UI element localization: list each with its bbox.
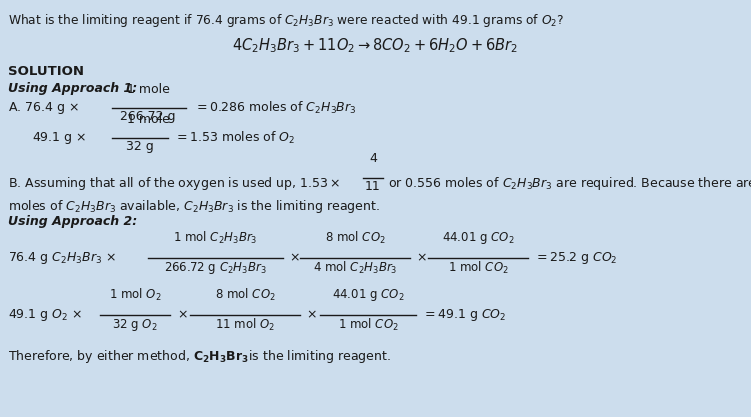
Text: $= 25.2$ g $CO_2$: $= 25.2$ g $CO_2$ [534, 250, 617, 266]
Text: What is the limiting reagent if 76.4 grams of $C_2H_3Br_3$ were reacted with 49.: What is the limiting reagent if 76.4 gra… [8, 12, 564, 29]
Text: 32 g $O_2$: 32 g $O_2$ [112, 317, 158, 333]
Text: 1 mole: 1 mole [127, 113, 170, 126]
Text: 8 mol $CO_2$: 8 mol $CO_2$ [324, 230, 385, 246]
Text: A. 76.4 g $\times$: A. 76.4 g $\times$ [8, 100, 79, 116]
Text: B. Assuming that all of the oxygen is used up, $1.53 \times$: B. Assuming that all of the oxygen is us… [8, 175, 341, 192]
Text: 8 mol $CO_2$: 8 mol $CO_2$ [215, 287, 276, 303]
Text: 1 mole: 1 mole [127, 83, 170, 96]
Text: 4 mol $C_2H_3Br_3$: 4 mol $C_2H_3Br_3$ [312, 260, 397, 276]
Text: 44.01 g $CO_2$: 44.01 g $CO_2$ [332, 287, 404, 303]
Text: 1 mol $CO_2$: 1 mol $CO_2$ [338, 317, 398, 333]
Text: 44.01 g $CO_2$: 44.01 g $CO_2$ [442, 230, 514, 246]
Text: 1 mol $O_2$: 1 mol $O_2$ [109, 287, 161, 303]
Text: SOLUTION: SOLUTION [8, 65, 84, 78]
Text: Using Approach 2:: Using Approach 2: [8, 215, 137, 228]
Text: Therefore, by either method, $\mathbf{C_2H_3Br_3}$is the limiting reagent.: Therefore, by either method, $\mathbf{C_… [8, 348, 391, 365]
Text: $= 0.286$ moles of $C_2H_3Br_3$: $= 0.286$ moles of $C_2H_3Br_3$ [194, 100, 357, 116]
Text: 11 mol $O_2$: 11 mol $O_2$ [215, 317, 275, 333]
Text: 11: 11 [365, 180, 381, 193]
Text: 266.72 g: 266.72 g [120, 110, 176, 123]
Text: $\times$: $\times$ [416, 251, 427, 264]
Text: $= 49.1$ g $CO_2$: $= 49.1$ g $CO_2$ [422, 307, 506, 323]
Text: $\times$: $\times$ [289, 251, 300, 264]
Text: 266.72 g $C_2H_3Br_3$: 266.72 g $C_2H_3Br_3$ [164, 260, 267, 276]
Text: 49.1 g $O_2$ $\times$: 49.1 g $O_2$ $\times$ [8, 307, 82, 323]
Text: 1 mol $CO_2$: 1 mol $CO_2$ [448, 260, 508, 276]
Text: 4: 4 [369, 152, 377, 165]
Text: 49.1 g $\times$: 49.1 g $\times$ [32, 130, 86, 146]
Text: $\times$: $\times$ [177, 309, 188, 322]
Text: or 0.556 moles of $C_2H_3Br_3$ are required. Because there are only 0.286: or 0.556 moles of $C_2H_3Br_3$ are requi… [388, 175, 751, 192]
Text: $4C_2H_3Br_3 + 11O_2 \rightarrow 8CO_2 + 6H_2O + 6Br_2$: $4C_2H_3Br_3 + 11O_2 \rightarrow 8CO_2 +… [232, 36, 518, 55]
Text: 76.4 g $C_2H_3Br_3$ $\times$: 76.4 g $C_2H_3Br_3$ $\times$ [8, 250, 116, 266]
Text: Using Approach 1:: Using Approach 1: [8, 82, 137, 95]
Text: $= 1.53$ moles of $O_2$: $= 1.53$ moles of $O_2$ [174, 130, 295, 146]
Text: 32 g: 32 g [126, 140, 154, 153]
Text: $\times$: $\times$ [306, 309, 317, 322]
Text: 1 mol $C_2H_3Br_3$: 1 mol $C_2H_3Br_3$ [173, 230, 258, 246]
Text: moles of $C_2H_3Br_3$ available, $C_2H_3Br_3$ is the limiting reagent.: moles of $C_2H_3Br_3$ available, $C_2H_3… [8, 198, 380, 215]
